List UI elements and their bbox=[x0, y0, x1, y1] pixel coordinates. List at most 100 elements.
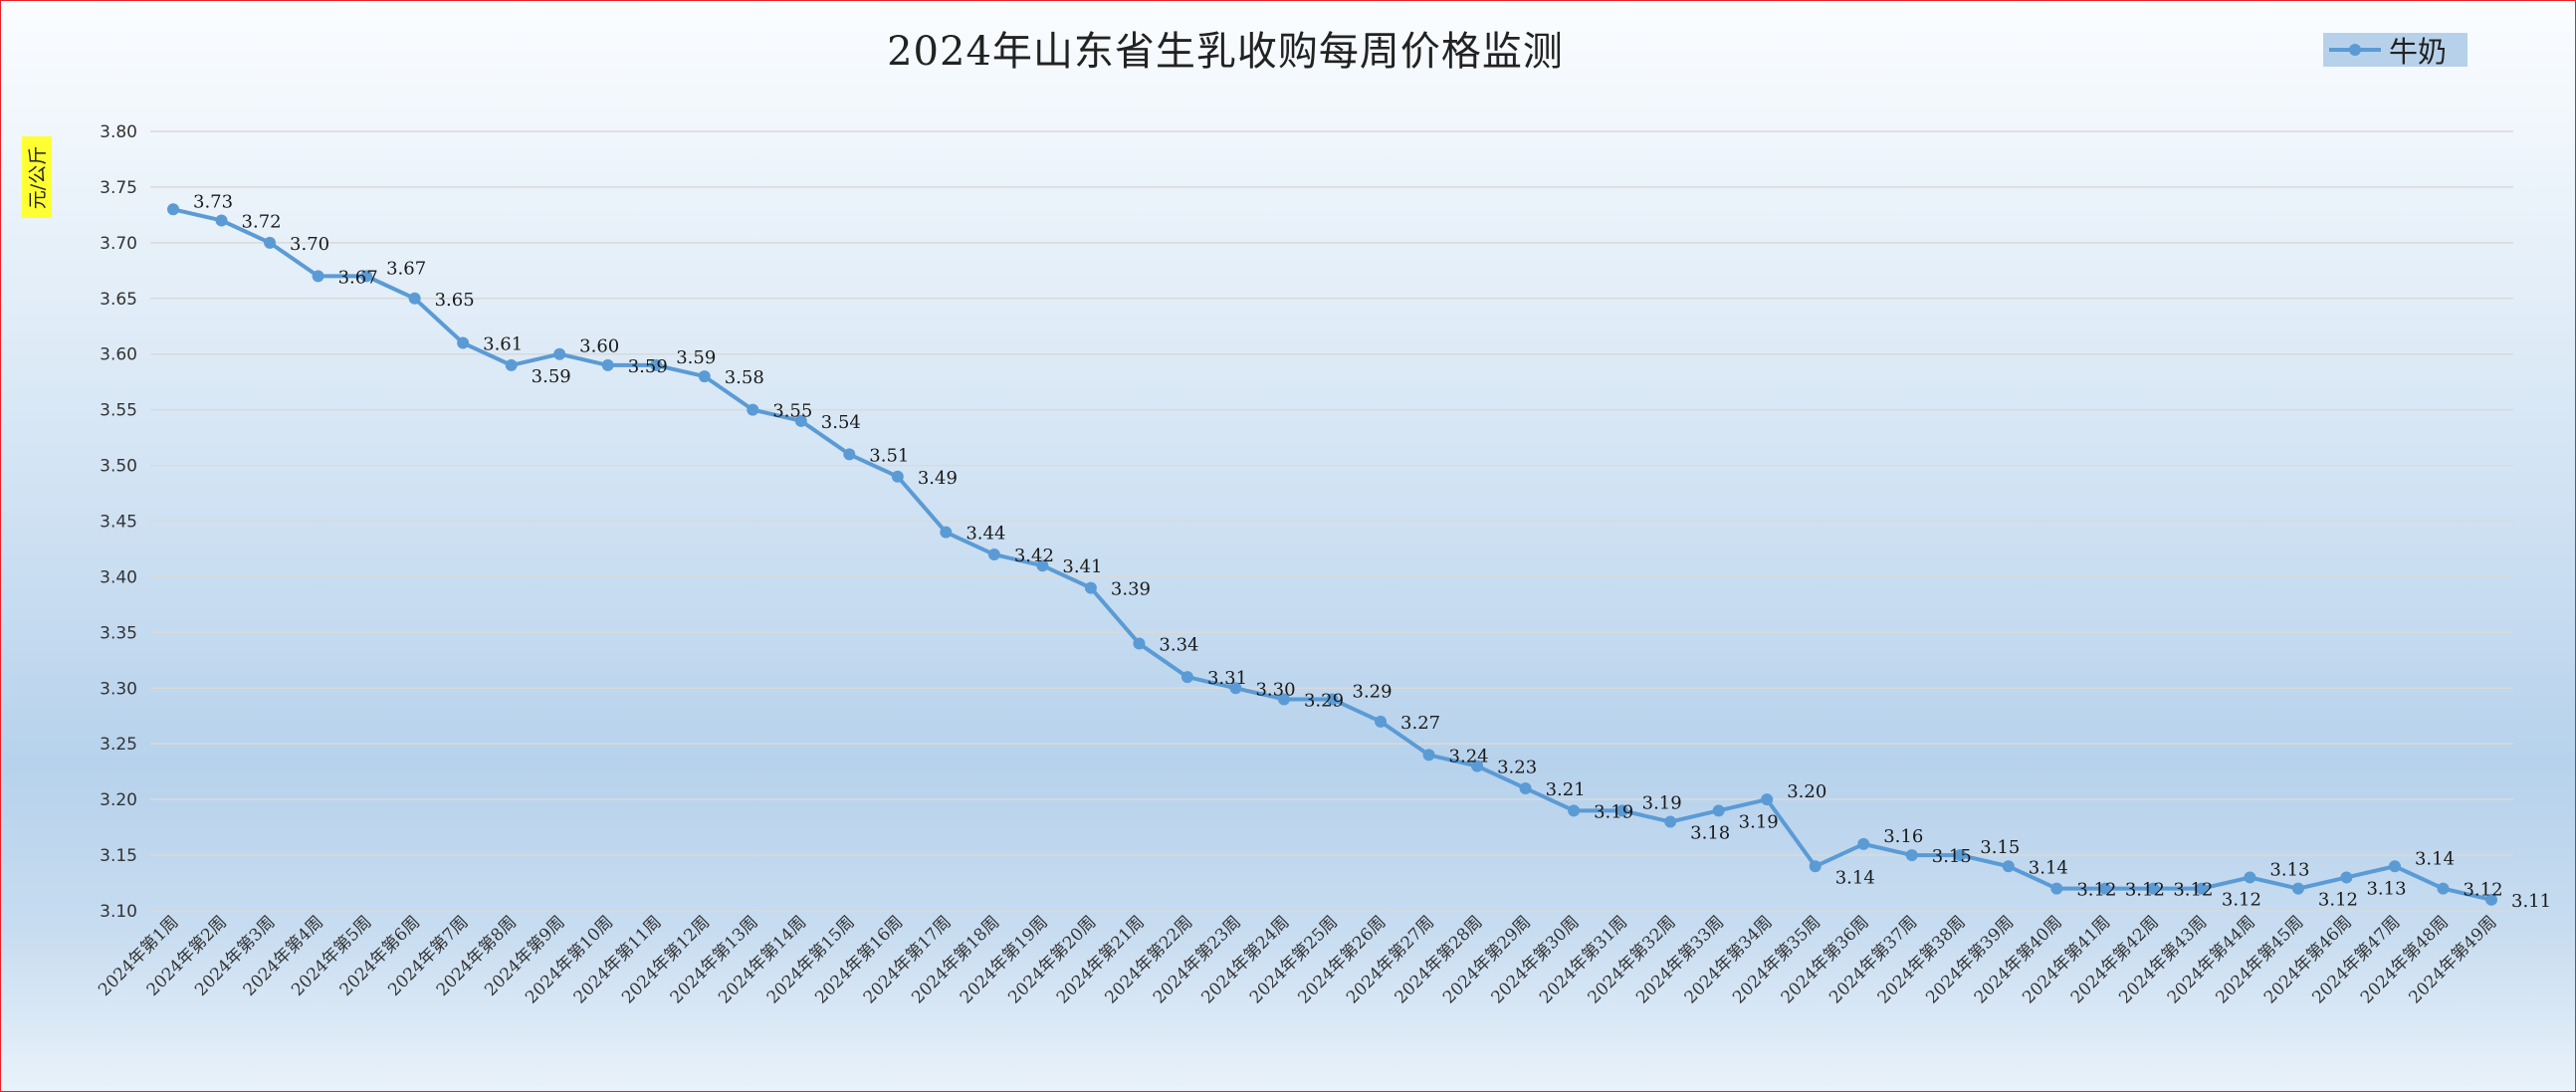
legend[interactable]: 牛奶 bbox=[2323, 33, 2468, 69]
data-label: 3.29 bbox=[1304, 690, 1344, 711]
data-label: 3.59 bbox=[532, 366, 571, 387]
data-point[interactable] bbox=[1422, 749, 1435, 762]
y-tick-label: 3.50 bbox=[100, 457, 137, 477]
data-label: 3.39 bbox=[1111, 579, 1151, 600]
chart-title: 2024年山东省生乳收购每周价格监测 bbox=[887, 29, 1564, 75]
y-tick-label: 3.10 bbox=[100, 902, 137, 922]
data-label: 3.41 bbox=[1062, 556, 1102, 577]
data-point[interactable] bbox=[1568, 804, 1581, 817]
data-label: 3.19 bbox=[1642, 792, 1682, 813]
data-point[interactable] bbox=[650, 358, 663, 371]
data-point[interactable] bbox=[553, 347, 566, 360]
data-label: 3.21 bbox=[1546, 779, 1586, 800]
data-point[interactable] bbox=[2195, 882, 2208, 895]
data-point[interactable] bbox=[1133, 637, 1146, 650]
data-point[interactable] bbox=[2147, 882, 2160, 895]
data-label: 3.13 bbox=[2269, 859, 2309, 880]
data-point[interactable] bbox=[1761, 793, 1774, 806]
data-point[interactable] bbox=[2244, 871, 2256, 884]
y-axis-ticks: 3.10 3.15 3.20 3.25 3.30 3.35 3.40 3.45 3.50 3.55… bbox=[100, 122, 137, 922]
data-label: 3.12 bbox=[2463, 880, 2502, 901]
data-point[interactable] bbox=[2340, 871, 2353, 884]
data-label: 3.73 bbox=[193, 191, 233, 212]
data-point[interactable] bbox=[1471, 760, 1484, 772]
data-label: 3.59 bbox=[628, 356, 668, 377]
data-label: 3.20 bbox=[1787, 781, 1826, 802]
data-point[interactable] bbox=[1857, 837, 1870, 850]
data-point[interactable] bbox=[1036, 559, 1049, 572]
data-label: 3.12 bbox=[2125, 880, 2165, 901]
data-label: 3.14 bbox=[1835, 867, 1875, 888]
data-label: 3.16 bbox=[1883, 826, 1923, 847]
data-label: 3.54 bbox=[821, 412, 861, 433]
data-point[interactable] bbox=[747, 403, 759, 416]
data-label: 3.15 bbox=[1980, 837, 2020, 858]
gridlines bbox=[150, 130, 2513, 912]
data-label: 3.30 bbox=[1255, 679, 1295, 700]
data-label: 3.58 bbox=[725, 367, 764, 388]
data-label: 3.18 bbox=[1690, 823, 1730, 844]
data-point[interactable] bbox=[215, 214, 228, 227]
data-point[interactable] bbox=[1519, 781, 1532, 794]
data-label: 3.42 bbox=[1014, 546, 1054, 566]
data-point[interactable] bbox=[1954, 849, 1967, 862]
data-label: 3.11 bbox=[2511, 891, 2551, 912]
data-label: 3.19 bbox=[1594, 801, 1633, 822]
data-point[interactable] bbox=[1229, 682, 1242, 695]
data-point[interactable] bbox=[1375, 715, 1388, 728]
y-tick-label: 3.55 bbox=[100, 401, 137, 421]
data-label: 3.24 bbox=[1449, 746, 1489, 766]
data-point[interactable] bbox=[2291, 882, 2304, 895]
data-point[interactable] bbox=[360, 270, 373, 283]
data-point[interactable] bbox=[1664, 815, 1677, 828]
data-point[interactable] bbox=[264, 236, 277, 249]
data-label: 3.51 bbox=[869, 445, 909, 466]
data-point[interactable] bbox=[2098, 882, 2111, 895]
data-label: 3.12 bbox=[2222, 890, 2261, 911]
y-tick-label: 3.35 bbox=[100, 623, 137, 643]
data-label: 3.67 bbox=[386, 258, 426, 279]
data-point[interactable] bbox=[2388, 860, 2401, 873]
data-point[interactable] bbox=[2437, 882, 2450, 895]
data-point[interactable] bbox=[2050, 882, 2063, 895]
data-point[interactable] bbox=[794, 414, 807, 427]
data-point[interactable] bbox=[1615, 804, 1628, 817]
data-point[interactable] bbox=[1326, 693, 1339, 706]
data-point[interactable] bbox=[987, 548, 1000, 561]
data-point[interactable] bbox=[167, 203, 179, 216]
y-tick-label: 3.15 bbox=[100, 846, 137, 866]
data-label: 3.27 bbox=[1400, 713, 1440, 734]
data-label: 3.70 bbox=[290, 234, 329, 255]
y-tick-label: 3.70 bbox=[100, 234, 137, 254]
data-label: 3.55 bbox=[772, 401, 812, 422]
y-tick-label: 3.40 bbox=[100, 567, 137, 587]
data-point[interactable] bbox=[1905, 849, 1918, 862]
data-point[interactable] bbox=[505, 358, 518, 371]
data-label: 3.65 bbox=[435, 290, 475, 311]
data-point[interactable] bbox=[1277, 693, 1290, 706]
data-point[interactable] bbox=[457, 336, 470, 349]
data-point[interactable] bbox=[891, 470, 904, 483]
data-label: 3.44 bbox=[966, 524, 1005, 545]
data-point[interactable] bbox=[1181, 671, 1193, 684]
data-point[interactable] bbox=[2002, 860, 2015, 873]
y-tick-label: 3.65 bbox=[100, 290, 137, 310]
data-point[interactable] bbox=[843, 448, 856, 461]
series-line-path bbox=[172, 207, 2492, 902]
data-point[interactable] bbox=[698, 370, 711, 383]
data-point[interactable] bbox=[1809, 860, 1822, 873]
data-label: 3.12 bbox=[2318, 890, 2358, 911]
data-point[interactable] bbox=[1084, 581, 1097, 594]
data-label: 3.31 bbox=[1207, 668, 1247, 689]
data-point[interactable] bbox=[1712, 804, 1725, 817]
data-point[interactable] bbox=[601, 358, 614, 371]
data-point[interactable] bbox=[940, 526, 953, 539]
data-point[interactable] bbox=[2485, 893, 2497, 906]
data-label: 3.19 bbox=[1739, 811, 1779, 832]
x-axis-ticks: 2024年第1周2024年第2周2024年第3周2024年第4周2024年第5周… bbox=[95, 912, 2500, 1007]
data-point[interactable] bbox=[408, 292, 421, 305]
data-labels: 3.73 3.72 3.70 3.67 3.67 3.65 3.61 3.59 3.60 3.59… bbox=[193, 191, 2551, 912]
y-tick-label: 3.25 bbox=[100, 735, 137, 755]
data-point[interactable] bbox=[312, 270, 324, 283]
